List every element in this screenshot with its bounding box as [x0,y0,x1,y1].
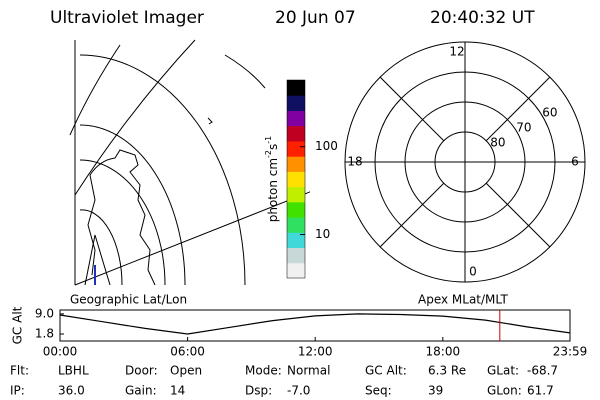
info-label: Flt: [10,364,29,378]
mlt-diagonal [485,182,551,248]
y-tick-label: 1.8 [35,327,54,341]
mlt-label: 6 [571,155,579,169]
x-tick-label: 18:00 [426,345,461,359]
info-value: Open [170,364,202,378]
colorbar-frame [286,79,306,279]
lat-label: 60 [542,106,557,120]
info-label: IP: [10,384,25,398]
altitude-line [59,313,571,335]
info-label: Mode: [245,364,282,378]
x-tick-label: 06:00 [170,345,205,359]
colorbar-label: photon cm-2s-1 [264,136,280,223]
header-time: 20:40:32 UT [430,8,535,28]
mlt-label: 12 [449,45,464,59]
colorbar-label-part: s [266,144,280,150]
polar-title: Apex MLat/MLT [418,293,508,307]
info-label: Door: [125,364,158,378]
info-label: Gain: [125,384,157,398]
colorbar-tick-label: 100 [315,139,338,153]
colorbar-band [287,262,305,279]
info-value: -68.7 [527,364,558,378]
colorbar-band [287,247,305,264]
x-tick-label: 00:00 [43,345,78,359]
info-value: 14 [170,384,185,398]
mlt-diagonal [379,182,445,248]
colorbar-band [287,140,305,157]
x-tick-label: 12:00 [298,345,333,359]
info-label: Seq: [365,384,392,398]
info-value: 39 [428,384,443,398]
colorbar-band [287,95,305,111]
plot-frame [59,309,571,342]
info-value: 6.3 Re [428,364,466,378]
colorbar-band [287,201,305,218]
colorbar-band [287,171,305,188]
info-label: GLat: [487,364,519,378]
lat-label: 70 [516,121,531,135]
info-value: 36.0 [58,384,85,398]
mlt-diagonal [379,76,445,142]
colorbar-label-part: photon cm [266,158,280,222]
colorbar-tick-label: 10 [315,227,330,241]
colorbar-band [287,186,305,203]
info-value: -7.0 [287,384,310,398]
header-title: Ultraviolet Imager [50,8,204,28]
colorbar-band [287,110,305,127]
info-value: LBHL [58,364,89,378]
colorbar-band [287,217,305,233]
colorbar-band [287,80,305,96]
x-tick-label: 23:59 [553,345,588,359]
geographic-map [69,39,310,286]
mlt-label: 0 [469,265,477,279]
info-label: Dsp: [245,384,272,398]
colorbar-band [287,125,305,142]
info-label: GC Alt: [365,364,407,378]
y-tick-label: 9.0 [35,306,54,320]
mlt-label: 18 [347,155,362,169]
lat-label: 80 [490,136,505,150]
info-value: Normal [287,364,330,378]
info-label: GLon: [487,384,522,398]
colorbar-label-part: -1 [264,136,273,144]
header-date: 20 Jun 07 [275,8,356,28]
colorbar-band [287,232,305,249]
colorbar-band [287,156,305,172]
mlt-diagonal [485,76,551,142]
map-title: Geographic Lat/Lon [70,293,187,307]
info-value: 61.7 [527,384,554,398]
y-axis-label: GC Alt [11,306,25,344]
colorbar-label-part: -2 [264,150,273,158]
